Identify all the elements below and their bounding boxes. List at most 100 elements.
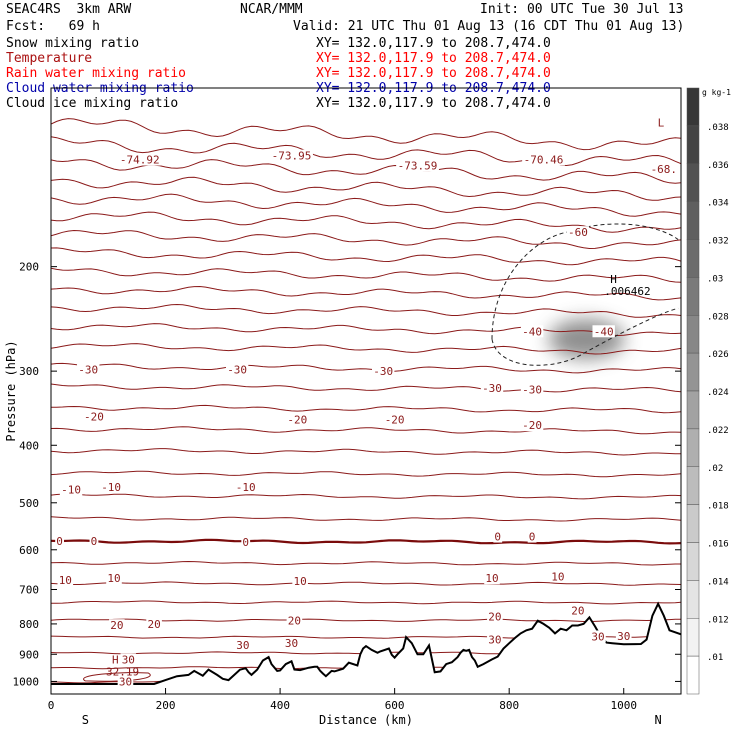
isotherm-label: -30 [78, 363, 98, 376]
y-tick-label: 700 [19, 584, 39, 597]
colorbar-tick-label: .03 [707, 274, 723, 284]
colorbar-cell [686, 125, 700, 164]
isotherm-label: -20 [287, 414, 307, 427]
isotherm-label: -20 [84, 411, 104, 424]
isotherm-label-bg [235, 638, 251, 651]
colorbar-tick-label: .036 [707, 161, 729, 171]
isotherm-label-bg [522, 153, 565, 166]
isotherm-label: -40 [522, 325, 542, 338]
isotherm-label-bg [234, 480, 257, 493]
isotherm-label: 30 [236, 639, 249, 652]
isotherm-line [51, 176, 681, 201]
isotherm-label: 0 [242, 536, 249, 549]
field-xy-rain: XY= 132.0,117.9 to 208.7,474.0 [316, 66, 551, 81]
isotherm-label: 10 [59, 574, 72, 587]
isotherm-label-bg [484, 572, 500, 585]
colorbar-cell [686, 315, 700, 354]
colorbar-tick-label: .018 [707, 502, 729, 512]
isotherm-label-bg [225, 363, 249, 376]
field-xy-snow: XY= 132.0,117.9 to 208.7,474.0 [316, 36, 551, 51]
isotherm-label-bg [146, 617, 162, 630]
isotherm-label: -70.46 [524, 154, 564, 167]
colorbar-cell [686, 504, 700, 543]
field-name-cloud-ice: Cloud ice mixing ratio [6, 96, 179, 111]
isotherm-label-bg [570, 604, 586, 617]
isotherm-label: -10 [236, 481, 256, 494]
isotherm-label-bg [592, 325, 615, 338]
isotherm-label-bg [77, 363, 100, 376]
isotherm-label: 20 [488, 610, 501, 623]
isotherm-line [51, 247, 681, 266]
isotherm-line [51, 118, 681, 151]
terrain-fill [51, 603, 681, 694]
x-tick-label: 600 [385, 699, 405, 712]
isotherm-line [51, 136, 681, 167]
colorbar-cell [686, 239, 700, 278]
isotherm-label-bg [487, 633, 503, 646]
isotherm-label-bg [270, 149, 313, 162]
isotherm-line [51, 516, 681, 522]
colorbar-tick-label: .032 [707, 237, 729, 247]
isotherm-label-bg [286, 413, 309, 426]
colorbar-cell [686, 618, 700, 657]
isotherm-label: 20 [110, 619, 123, 632]
isotherm-line [51, 493, 681, 500]
isotherm-label: 10 [107, 572, 120, 585]
isotherm-label-bg [118, 153, 162, 166]
low-marker: L [658, 116, 665, 129]
south-label: S [82, 713, 89, 727]
x-axis-title: Distance (km) [319, 713, 413, 727]
isotherm-label: 10 [485, 572, 498, 585]
isotherm-line [51, 362, 681, 374]
isotherm-line [51, 448, 681, 456]
isotherm-label: 10 [294, 575, 307, 588]
high-marker: H [610, 273, 617, 286]
y-axis-title: Pressure (hPa) [4, 340, 18, 441]
isotherm-label-bg [520, 383, 544, 396]
colorbar-cell [686, 390, 700, 430]
isotherm-label-bg [109, 619, 125, 632]
high-value: .006462 [604, 285, 650, 298]
isotherm-line [51, 285, 681, 301]
isotherm-label: -30 [482, 382, 502, 395]
isotherm-label-bg [550, 570, 566, 583]
colorbar-unit: g kg-1 [702, 88, 731, 97]
isotherm-line [51, 323, 681, 337]
isotherm-line [51, 303, 681, 318]
isotherm-label-bg [590, 630, 606, 643]
isotherm-label: -73.95 [272, 150, 312, 163]
x-tick-label: 400 [270, 699, 290, 712]
isotherm-label: -10 [101, 481, 121, 494]
colorbar-cell [686, 466, 700, 505]
isotherm-line [51, 581, 681, 586]
isotherm-label-bg [649, 163, 679, 176]
init-time: Init: 00 UTC Tue 30 Jul 13 [480, 2, 684, 17]
colorbar-tick-label: .012 [707, 615, 729, 625]
x-tick-label: 0 [48, 699, 55, 712]
isotherm-label: 0 [56, 535, 63, 548]
isotherm-label: -74.92 [120, 154, 160, 167]
y-tick-label: 200 [19, 261, 39, 274]
isotherm-zero [51, 538, 681, 545]
isotherm-line [51, 343, 681, 355]
isotherm-label-bg [520, 419, 544, 432]
isotherm-label-bg [55, 535, 64, 548]
isotherm-label: -20 [522, 419, 542, 432]
colorbar-tick-label: .014 [707, 577, 729, 587]
isotherm-line [51, 267, 681, 283]
field-xy-cloud-ice: XY= 132.0,117.9 to 208.7,474.0 [316, 96, 551, 111]
field-name-cloud-water: Cloud water mixing ratio [6, 81, 194, 96]
colorbar-tick-label: .026 [707, 350, 729, 360]
valid-time: Valid: 21 UTC Thu 01 Aug 13 (16 CDT Thu … [293, 19, 685, 34]
y-tick-label: 400 [19, 439, 39, 452]
isotherm-label-bg [566, 226, 590, 239]
y-tick-label: 300 [19, 365, 39, 378]
north-label: N [654, 713, 661, 727]
isotherm-line [51, 600, 681, 605]
isotherm-line [51, 404, 681, 414]
isotherm-label: -30 [227, 363, 247, 376]
colorbar-cell [686, 163, 700, 202]
isotherm-label: -30 [373, 365, 393, 378]
isotherm-label-bg [241, 535, 251, 548]
isotherm-label: 30 [119, 675, 132, 688]
